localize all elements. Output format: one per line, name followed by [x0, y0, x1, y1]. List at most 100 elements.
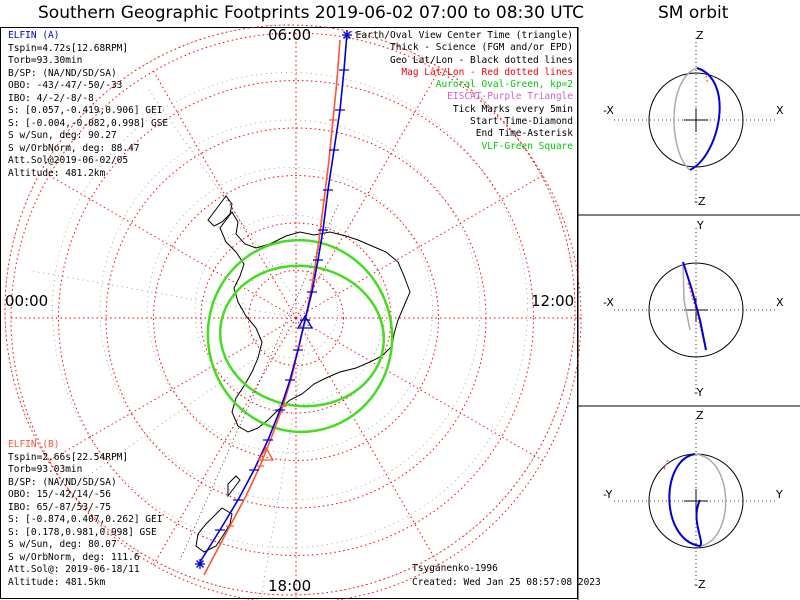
mag-lat-circle	[248, 270, 344, 366]
clock-label-left: 00:00	[5, 292, 49, 310]
mag-lat-circle	[58, 80, 534, 556]
orbit3-left-label: -Y	[603, 488, 613, 501]
geo-lat-circle	[242, 262, 338, 358]
elfin-a-line: Altitude: 481.2km	[8, 167, 106, 179]
auroral-oval-equatorward	[218, 264, 386, 408]
orbit1-left-label: -X	[603, 104, 614, 117]
orbit1-bottom-label: -Z	[694, 195, 706, 208]
mag-lon-spoke	[295, 317, 544, 461]
peninsula-outline	[207, 195, 233, 227]
elfin-a-line: Tspin=4.72s[12.68RPM]	[8, 42, 129, 54]
asterisk-stroke	[196, 560, 204, 568]
orbit-panel-yz	[614, 419, 778, 583]
geo-lat-circle	[99, 119, 481, 501]
elfin-a-line: Att.Sol@2019-06-02/05	[8, 155, 129, 166]
outer-boundary	[4, 24, 576, 596]
credit-created: Created: Wed Jan 25 08:57:08 2023	[412, 577, 601, 588]
credit-author: Tsyganenko-1996	[412, 563, 498, 574]
elfin-b-track	[203, 39, 341, 576]
elfin-b-line: B/SP: (NA/ND/SD/SA)	[8, 476, 117, 488]
antarctica-outline	[219, 211, 411, 433]
orbit-elfin-b	[663, 459, 669, 471]
elfin-a-end-asterisk	[195, 559, 205, 569]
legend-entry: End Time-Asterisk	[475, 128, 573, 140]
antarctica-coastline	[195, 195, 411, 553]
auroral-oval	[206, 238, 394, 434]
elfin-b-line: IBO: 65/-87/53/-75	[8, 501, 111, 513]
orbit-gray	[694, 453, 727, 547]
elfin-a-name: ELFIN (A)	[8, 30, 60, 41]
geo-lat-circle	[52, 72, 528, 548]
main-title: Southern Geographic Footprints 2019-06-0…	[38, 3, 585, 23]
orbit1-right-label: X	[776, 104, 784, 117]
elfin-b-center-triangle	[257, 446, 275, 461]
geo-lat-circle	[194, 214, 386, 406]
clock-label-right: 12:00	[531, 292, 575, 310]
orbit-title: SM orbit	[658, 3, 729, 23]
footprint-tracks	[179, 30, 352, 576]
orbit3-right-label: Y	[776, 488, 783, 501]
legend-entry: Auroral Oval-Green, kp=2	[435, 79, 573, 91]
elfin-a-line: IBO: 4/-2/-8/-8	[8, 92, 94, 104]
elfin-b-line: Tspin=2.66s[22.54RPM]	[8, 451, 129, 463]
elfin-b-line: Torb=93.03min	[8, 464, 83, 475]
geo-lon-spoke	[146, 86, 311, 321]
clock-label-top: 06:00	[268, 26, 312, 44]
elfin-a-track	[199, 32, 348, 563]
auroral-oval-poleward	[206, 238, 394, 434]
legend-entry: Tick Marks every 5min	[452, 103, 573, 115]
elfin-a-line: Torb=93.30min	[8, 55, 83, 66]
legend-entry: EISCAT-Purple Triangle	[447, 91, 573, 103]
mag-lat-circle	[153, 175, 439, 461]
elfin-b-line: S: [-0.874,0.407,0.262] GEI	[8, 514, 163, 525]
elfin-a-info: ELFIN (A) Tspin=4.72s[12.68RPM] Torb=93.…	[8, 30, 168, 180]
elfin-a-line: S w/Sun, deg: 90.27	[8, 130, 117, 141]
elfin-b-line: OBO: 15/-42/14/-56	[8, 489, 111, 500]
orbit-gray	[673, 67, 698, 171]
legend-entry: Geo Lat/Lon - Black dotted lines	[389, 54, 573, 66]
elfin-a-line: S: [-0.004,-0.082,0.998] GSE	[8, 117, 169, 129]
orbit3-top-label: Z	[696, 409, 704, 422]
earth-circle	[648, 262, 744, 358]
elfin-a-line: B/SP: (NA/ND/SD/SA)	[8, 67, 117, 79]
asterisk-stroke	[343, 31, 351, 39]
elfin-a-line: S: [0.057,-0.419,0.906] GEI	[8, 105, 163, 116]
legend-entry: VLF-Green Square	[481, 140, 573, 152]
south-america-tip	[195, 475, 241, 553]
legend-entry: Start Time-Diamond	[470, 116, 573, 128]
elfin-a-line: S w/OrbNorm, deg: 88.47	[8, 142, 140, 154]
elfin-a-center-triangle	[296, 314, 314, 329]
elfin-b-name: ELFIN (B)	[8, 439, 60, 450]
geo-lon-spoke	[29, 270, 311, 321]
orbit-elfin-a	[682, 261, 707, 351]
elfin-b-info: ELFIN (B) Tspin=2.66s[22.54RPM] Torb=93.…	[8, 439, 162, 589]
orbit-elfin-a	[668, 453, 703, 548]
elfin-b-line: S w/OrbNorm, deg: 111.6	[8, 551, 140, 563]
elfin-b-line: S: [0.178,0.981,0.998] GSE	[8, 526, 157, 538]
orbit1-top-label: Z	[696, 29, 704, 42]
orbit2-top-label: Y	[697, 219, 704, 232]
orbit2-bottom-label: -Y	[694, 386, 704, 399]
legend-entry: Mag Lat/Lon - Red dotted lines	[401, 66, 573, 78]
legend: Earth/Oval View Center Time (triangle) T…	[356, 30, 573, 153]
orbit-panel-xz	[614, 38, 778, 202]
orbit-gray	[682, 261, 691, 331]
orbit3-bottom-label: -Z	[694, 578, 706, 591]
polar-grid	[4, 24, 582, 600]
legend-entry: Earth/Oval View Center Time (triangle)	[355, 30, 573, 41]
legend-entry: Thick - Science (FGM and/or EPD)	[389, 42, 573, 54]
elfin-b-line: Att.Sol@: 2019-06-18/11	[8, 564, 140, 575]
elfin-b-line: Altitude: 481.5km	[8, 576, 106, 588]
geo-dotted-line	[179, 204, 339, 561]
geo-lat-circle	[147, 167, 433, 453]
orbit-panel-xy	[614, 228, 778, 392]
elfin-a-start-asterisk	[342, 30, 352, 40]
clock-label-bottom: 18:00	[268, 577, 312, 595]
elfin-a-line: OBO: -43/-47/-50/-33	[8, 80, 123, 91]
orbit2-left-label: -X	[603, 296, 614, 309]
orbit-elfin-a	[689, 67, 721, 171]
elfin-b-line: S w/Sun, deg: 80.07	[8, 539, 117, 550]
orbit-panels	[614, 38, 778, 583]
